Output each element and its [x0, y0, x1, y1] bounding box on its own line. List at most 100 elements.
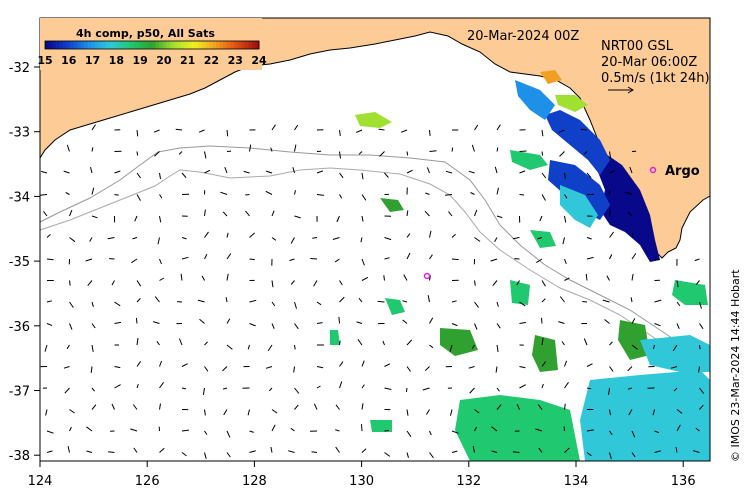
current-vector — [114, 301, 121, 307]
colorbar-cell — [94, 41, 99, 49]
current-vector — [652, 409, 655, 416]
current-vector — [69, 426, 72, 432]
current-vector — [159, 277, 165, 281]
current-vector — [631, 318, 636, 324]
current-vector — [699, 323, 704, 330]
current-vector — [539, 215, 543, 222]
current-vector — [559, 151, 565, 157]
current-vector — [222, 211, 228, 217]
current-vector — [541, 280, 546, 287]
current-vector — [46, 323, 53, 327]
current-vector — [406, 409, 409, 416]
current-vector — [294, 124, 299, 131]
current-vector — [159, 172, 161, 180]
current-vector — [561, 341, 565, 346]
colorbar-cell — [109, 41, 114, 49]
current-vector — [249, 144, 252, 152]
current-vector — [159, 215, 162, 223]
current-vector — [627, 387, 633, 390]
current-vector — [361, 194, 367, 201]
date-label: 20-Mar-2024 00Z — [467, 29, 579, 44]
current-vector — [627, 366, 633, 372]
current-vector — [316, 366, 324, 369]
colorbar-gradient — [44, 40, 260, 50]
current-vector — [654, 430, 660, 434]
current-vector — [631, 232, 634, 238]
colorbar-cell — [248, 41, 253, 49]
current-vector — [427, 295, 430, 303]
current-vector — [265, 366, 273, 369]
colorbar-tick-label: 20 — [156, 54, 172, 67]
colorbar-tick-label: 22 — [204, 54, 219, 67]
colorbar-cell — [59, 41, 64, 49]
current-vector — [339, 194, 343, 199]
sst-patch — [530, 230, 556, 248]
current-vector — [469, 387, 475, 394]
colorbar-ticks: 15 16 17 18 19 20 21 22 23 24 — [37, 54, 267, 67]
current-vector — [226, 430, 231, 438]
current-vector — [91, 147, 94, 152]
current-vector — [69, 409, 75, 414]
current-vector — [474, 301, 480, 308]
current-vector — [91, 187, 95, 195]
colorbar-cell — [212, 41, 217, 49]
current-vector — [335, 404, 340, 410]
current-vector — [402, 300, 408, 303]
current-vector — [336, 215, 340, 223]
current-vector — [654, 323, 661, 327]
current-vector — [249, 299, 257, 303]
current-vector — [586, 363, 593, 367]
current-vector — [586, 387, 592, 390]
colorbar-cell — [137, 41, 142, 49]
current-vector — [271, 237, 277, 241]
colorbar-cell — [134, 41, 139, 49]
current-vector — [249, 232, 256, 238]
current-vector — [63, 170, 70, 174]
current-vector — [541, 151, 544, 156]
current-vector — [630, 297, 633, 303]
current-vector — [695, 280, 700, 286]
current-vector — [293, 366, 295, 373]
current-vector — [379, 151, 385, 157]
current-vector — [494, 237, 498, 243]
current-vector — [271, 323, 275, 329]
current-vector — [564, 215, 567, 223]
sst-patch — [455, 395, 580, 461]
current-vector — [562, 237, 565, 245]
current-vector — [512, 451, 520, 453]
current-vector — [631, 344, 638, 350]
current-vector — [222, 387, 228, 390]
current-vector — [451, 323, 458, 327]
current-vector — [564, 258, 567, 264]
current-vector — [290, 280, 295, 285]
scale-arrow-head — [627, 86, 634, 94]
current-vector — [628, 409, 633, 416]
current-vector — [496, 215, 503, 219]
current-vector — [198, 129, 205, 133]
argo-float-marker — [423, 272, 431, 280]
current-vector — [136, 280, 142, 287]
current-vector — [316, 385, 321, 389]
colorbar-tick-label: 17 — [85, 54, 100, 67]
colorbar-tick-label: 21 — [180, 54, 195, 67]
current-vector — [159, 403, 161, 410]
current-vector — [114, 384, 121, 389]
current-vector — [496, 323, 501, 329]
current-vector — [316, 170, 324, 174]
current-vector — [339, 151, 341, 159]
current-vector — [339, 129, 341, 136]
current-vector — [316, 322, 323, 324]
current-vector — [519, 194, 525, 196]
current-vector — [625, 191, 633, 195]
current-vector — [46, 234, 51, 238]
current-vector — [136, 361, 142, 367]
current-vector — [265, 170, 273, 174]
current-vector — [361, 403, 364, 410]
current-vector — [271, 301, 276, 307]
current-vector — [66, 144, 70, 152]
current-vector — [586, 256, 594, 260]
current-vector — [181, 172, 187, 179]
sst-patch — [672, 280, 708, 305]
sst-patch — [540, 70, 562, 84]
current-vector — [451, 233, 456, 238]
